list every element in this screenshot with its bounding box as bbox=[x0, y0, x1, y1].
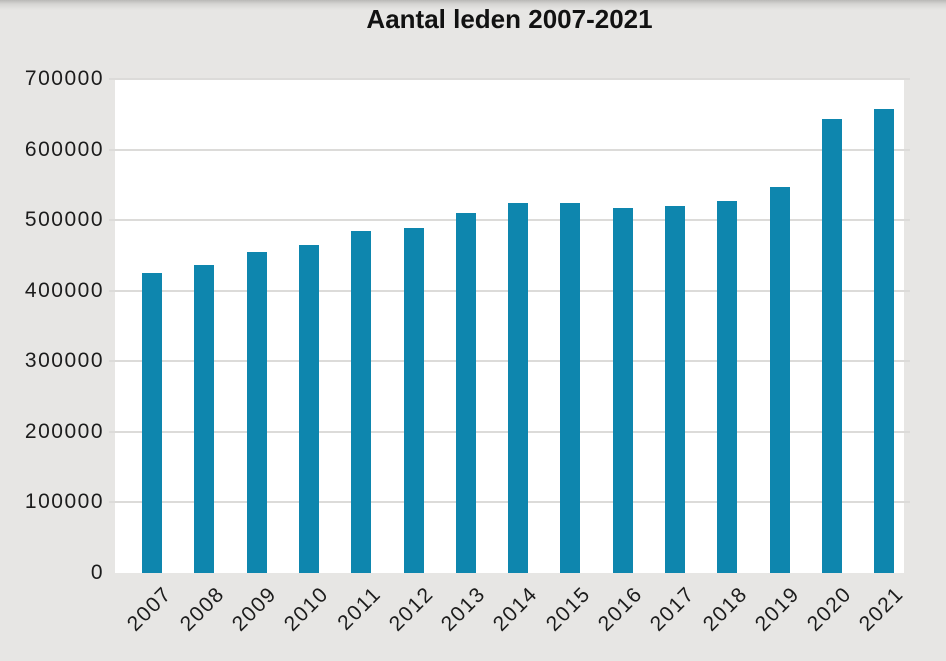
gridline-600000 bbox=[109, 148, 910, 151]
chart-title: Aantal leden 2007-2021 bbox=[366, 4, 653, 34]
x-tick-label-2021: 2021 bbox=[855, 582, 909, 636]
bar-2016 bbox=[612, 208, 633, 573]
x-tick-label-2015: 2015 bbox=[541, 582, 595, 636]
top-edge-shade bbox=[0, 0, 946, 10]
y-tick-label-400000: 400000 bbox=[24, 278, 104, 302]
x-tick-label-2020: 2020 bbox=[802, 582, 857, 636]
x-tick-label-2008: 2008 bbox=[175, 582, 229, 636]
x-tick-label-2010: 2010 bbox=[279, 582, 334, 636]
bar-2014 bbox=[508, 203, 529, 573]
bar-2020 bbox=[821, 119, 842, 573]
x-tick-label-2007: 2007 bbox=[123, 582, 177, 636]
bar-2013 bbox=[455, 213, 476, 573]
y-tick-label-0: 0 bbox=[90, 561, 104, 584]
y-tick-label-500000: 500000 bbox=[24, 208, 104, 232]
x-tick-label-2016: 2016 bbox=[593, 582, 648, 636]
y-tick-label-100000: 100000 bbox=[24, 490, 104, 514]
bar-2015 bbox=[560, 203, 581, 573]
x-tick-label-2011: 2011 bbox=[333, 582, 386, 635]
x-tick-label-2009: 2009 bbox=[227, 582, 282, 636]
x-tick-label-2018: 2018 bbox=[698, 582, 752, 636]
gridline-700000 bbox=[109, 78, 910, 80]
bar-2010 bbox=[298, 244, 319, 573]
bar-2018 bbox=[717, 201, 738, 573]
bar-2009 bbox=[246, 251, 267, 573]
x-tick-label-2013: 2013 bbox=[436, 582, 491, 636]
bar-2008 bbox=[194, 264, 215, 573]
x-tick-label-2019: 2019 bbox=[750, 582, 805, 636]
plot-area bbox=[109, 78, 910, 573]
x-tick-label-2012: 2012 bbox=[384, 582, 439, 636]
bar-2012 bbox=[403, 227, 424, 573]
x-tick-label-2017: 2017 bbox=[646, 582, 700, 636]
bar-2017 bbox=[665, 206, 685, 573]
y-tick-label-300000: 300000 bbox=[24, 349, 104, 373]
bar-2011 bbox=[351, 231, 372, 573]
bar-2019 bbox=[769, 186, 790, 573]
y-tick-label-700000: 700000 bbox=[24, 67, 104, 90]
y-tick-label-200000: 200000 bbox=[24, 419, 104, 443]
x-tick-label-2014: 2014 bbox=[489, 582, 543, 636]
y-tick-label-600000: 600000 bbox=[24, 137, 104, 161]
bar-2021 bbox=[874, 109, 895, 573]
bar-2007 bbox=[142, 273, 162, 573]
